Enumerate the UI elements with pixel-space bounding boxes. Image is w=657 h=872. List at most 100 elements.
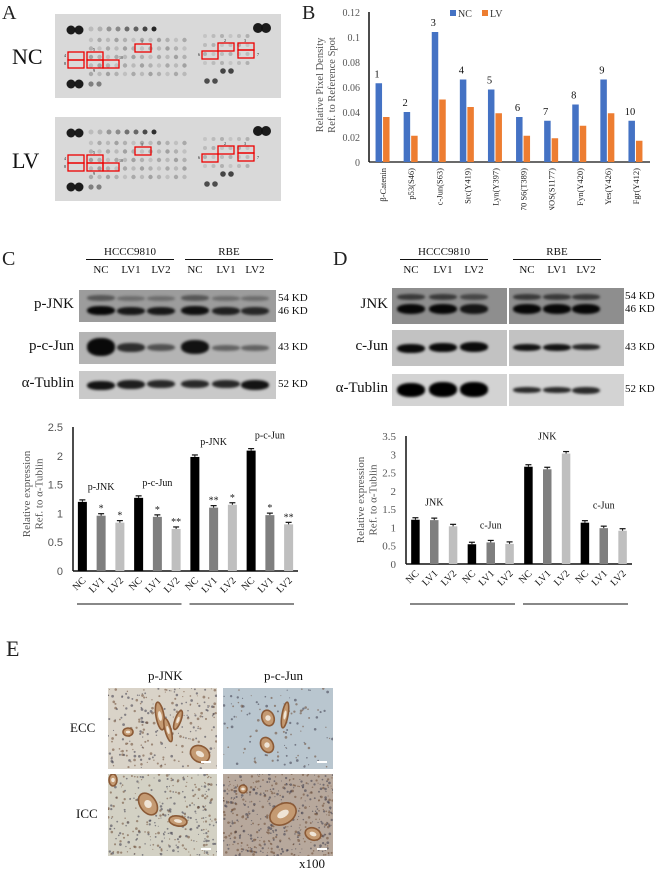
svg-text:8: 8 xyxy=(571,91,576,102)
svg-text:Relative Pixel DensityRef. to: Relative Pixel DensityRef. to Reference … xyxy=(315,37,338,133)
svg-text:6: 6 xyxy=(198,52,200,57)
svg-text:9: 9 xyxy=(93,171,95,176)
svg-text:β-Catenin: β-Catenin xyxy=(378,167,388,201)
lane-label: NC xyxy=(187,264,203,276)
svg-text:0.5: 0.5 xyxy=(382,541,396,553)
molecular-weight-label: 43 KD xyxy=(278,341,308,353)
antibody-array-nc: 1 2 3 7 6 4 8 5 9 10 xyxy=(55,14,281,98)
protein-band xyxy=(212,345,240,351)
ihc-image-icc-pcjun xyxy=(223,774,333,856)
protein-band xyxy=(147,307,175,315)
svg-text:p70 S6(T389): p70 S6(T389) xyxy=(519,168,529,210)
protein-band xyxy=(513,344,541,351)
svg-text:5: 5 xyxy=(93,47,95,52)
svg-text:2: 2 xyxy=(391,486,397,498)
protein-band xyxy=(147,296,175,301)
svg-text:0: 0 xyxy=(57,566,63,578)
protein-band xyxy=(429,304,457,314)
protein-band xyxy=(543,294,571,300)
molecular-weight-label: 46 KD xyxy=(278,305,308,317)
protein-band xyxy=(429,294,457,300)
svg-text:LV2: LV2 xyxy=(552,568,572,588)
svg-text:3: 3 xyxy=(391,449,397,461)
ihc-image-icc-pjnk xyxy=(108,774,217,856)
svg-text:LV1: LV1 xyxy=(256,575,276,595)
svg-text:10: 10 xyxy=(119,158,123,163)
protein-band xyxy=(181,340,209,354)
cell-line-header: RBE xyxy=(218,246,240,258)
svg-text:4: 4 xyxy=(459,66,465,77)
svg-text:Lyn(Y397): Lyn(Y397) xyxy=(490,168,500,206)
panel-b-letter: B xyxy=(302,2,316,24)
blot-label: p-c-Jun xyxy=(29,338,74,354)
svg-text:LV: LV xyxy=(490,9,503,20)
svg-text:NC: NC xyxy=(71,575,89,593)
svg-text:7: 7 xyxy=(257,52,259,57)
lane-label: LV2 xyxy=(464,264,484,276)
protein-band xyxy=(397,344,425,353)
blot-label: JNK xyxy=(360,296,388,312)
protein-band xyxy=(513,294,541,300)
svg-text:NC: NC xyxy=(240,575,258,593)
svg-text:1: 1 xyxy=(391,522,397,534)
protein-band xyxy=(543,344,571,351)
panel-d-letter: D xyxy=(333,248,348,270)
blot-label: α-Tublin xyxy=(335,380,388,396)
svg-text:p-JNK: p-JNK xyxy=(200,437,227,448)
svg-text:5: 5 xyxy=(93,150,95,155)
lane-label: NC xyxy=(403,264,419,276)
svg-text:1: 1 xyxy=(57,508,63,520)
svg-text:2.5: 2.5 xyxy=(382,468,396,480)
svg-text:9: 9 xyxy=(93,68,95,73)
svg-text:0: 0 xyxy=(391,559,397,571)
svg-text:LV1: LV1 xyxy=(590,568,610,588)
lane-label: LV1 xyxy=(433,264,453,276)
svg-text:Yes(Y426): Yes(Y426) xyxy=(603,168,613,205)
protein-band xyxy=(572,344,600,350)
protein-band xyxy=(87,306,115,315)
protein-band xyxy=(543,304,571,314)
protein-band xyxy=(117,307,145,315)
molecular-weight-label: 43 KD xyxy=(625,341,655,353)
protein-band xyxy=(572,387,600,394)
ihc-image-ecc-pjnk xyxy=(108,688,217,769)
svg-text:JNK: JNK xyxy=(425,498,444,509)
svg-text:LV2: LV2 xyxy=(162,575,182,595)
protein-band xyxy=(397,294,425,300)
protein-band xyxy=(572,304,600,314)
svg-text:LV2: LV2 xyxy=(275,575,295,595)
svg-text:2: 2 xyxy=(403,98,408,109)
cell-line-header: HCCC9810 xyxy=(418,246,470,258)
svg-text:LV2: LV2 xyxy=(439,568,459,588)
cell-line-underline xyxy=(513,259,601,260)
svg-text:1.5: 1.5 xyxy=(48,480,63,492)
protein-band xyxy=(147,344,175,351)
svg-text:NC: NC xyxy=(183,575,201,593)
svg-text:3: 3 xyxy=(431,18,436,29)
lane-label: LV2 xyxy=(151,264,171,276)
protein-band xyxy=(572,294,600,300)
jnk-cjun-bar-chart: 0 0.5 1 1.5 2 2.5 3 3.5 Relative expressionRef. … xyxy=(355,431,632,605)
svg-text:LV2: LV2 xyxy=(106,575,126,595)
protein-band xyxy=(397,383,425,397)
svg-text:0.04: 0.04 xyxy=(343,108,361,119)
svg-text:2: 2 xyxy=(224,141,226,146)
svg-text:LV1: LV1 xyxy=(477,568,497,588)
svg-text:LV1: LV1 xyxy=(420,568,440,588)
magnification-label: x100 xyxy=(299,856,325,871)
svg-text:LV2: LV2 xyxy=(609,568,629,588)
protein-band xyxy=(87,338,115,356)
svg-text:NC: NC xyxy=(458,9,472,20)
blot-label: c-Jun xyxy=(355,338,389,354)
lane-label: NC xyxy=(519,264,535,276)
svg-text:Fyn(Y420): Fyn(Y420) xyxy=(575,168,585,206)
protein-band xyxy=(241,307,269,315)
svg-text:c-Jun: c-Jun xyxy=(593,501,615,512)
protein-band xyxy=(513,304,541,314)
svg-text:8: 8 xyxy=(64,61,66,66)
svg-text:**: ** xyxy=(171,517,181,528)
protein-band xyxy=(543,387,571,393)
protein-band xyxy=(397,304,425,314)
svg-text:Src(Y419): Src(Y419) xyxy=(462,168,472,204)
svg-text:1: 1 xyxy=(141,39,143,44)
